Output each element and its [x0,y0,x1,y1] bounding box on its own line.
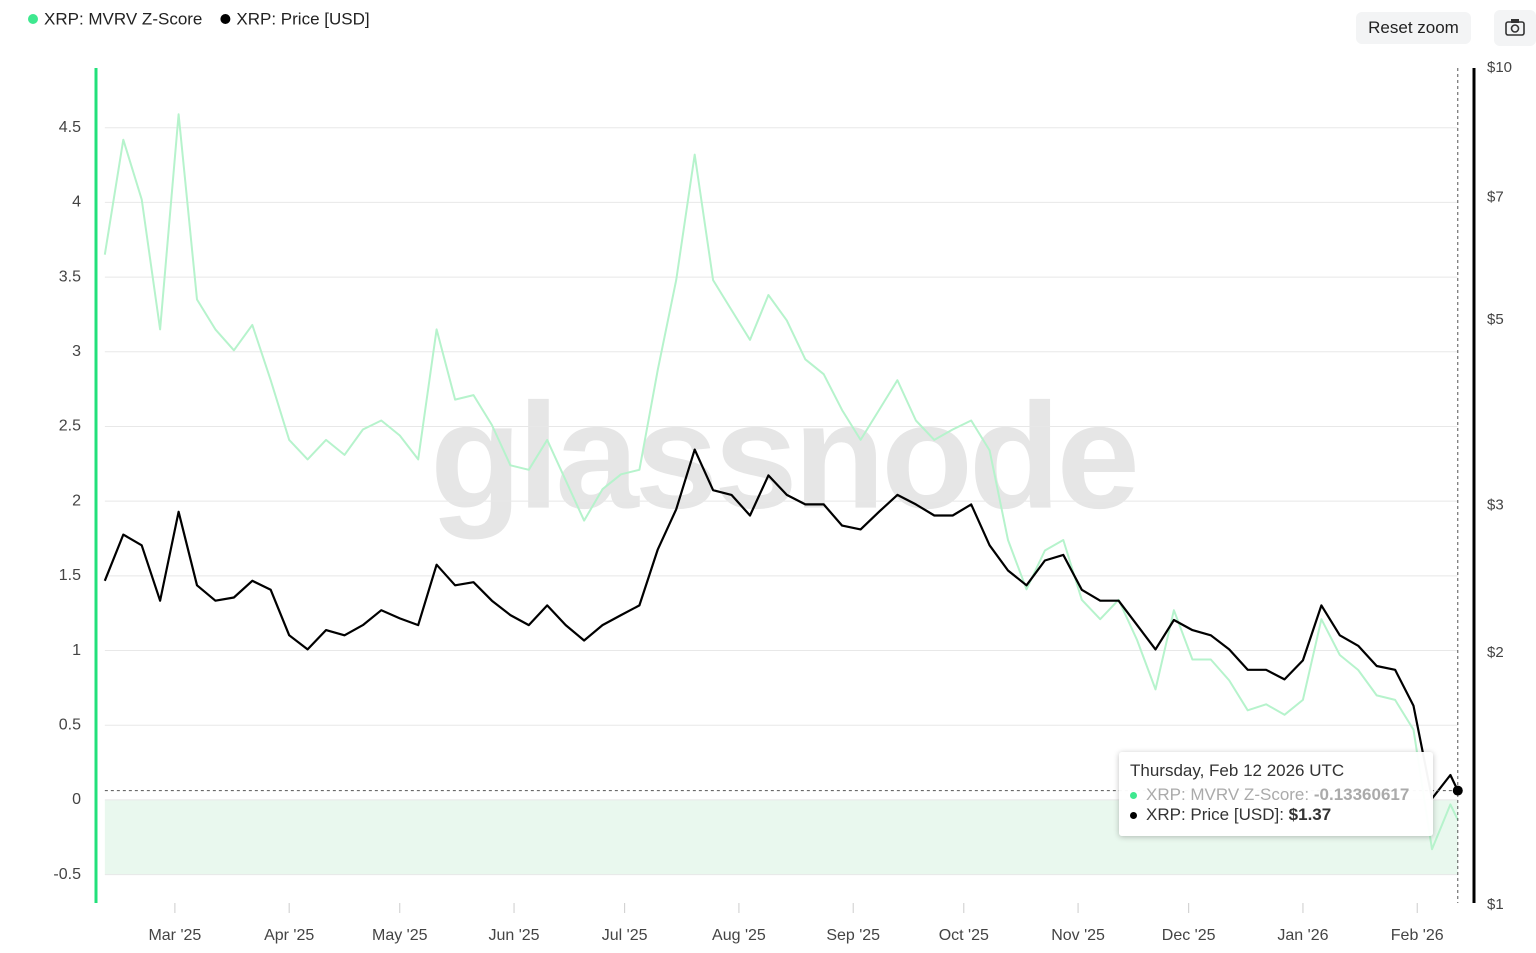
legend-marker [28,14,38,24]
x-tick-label: Aug '25 [712,927,766,944]
tooltip-row: XRP: Price [USD]: $1.37 [1130,805,1331,825]
x-tick-label: Dec '25 [1162,927,1216,944]
reset-zoom-button[interactable]: Reset zoom [1356,12,1471,44]
y2-tick-label: $3 [1487,497,1504,514]
x-tick-label: Mar '25 [148,927,201,944]
y2-tick-label: $10 [1487,59,1512,76]
legend-marker [220,14,231,24]
camera-icon [1505,19,1525,36]
tooltip: Thursday, Feb 12 2026 UTC XRP: MVRV Z-Sc… [1119,752,1433,836]
y2-tick-label: $1 [1487,896,1504,913]
x-tick-label: Jan '26 [1277,927,1328,944]
y-tick-label: -0.5 [53,866,81,883]
y-tick-label: 1.5 [59,567,81,584]
tooltip-value: -0.13360617 [1313,785,1410,804]
x-tick-label: Oct '25 [939,927,989,944]
tooltip-dot [1130,792,1137,800]
tooltip-label: XRP: Price [USD]: [1146,805,1284,824]
x-tick-label: Nov '25 [1051,927,1105,944]
y-tick-label: 0.5 [59,716,81,733]
x-tick-label: Apr '25 [264,927,314,944]
y2-tick-label: $5 [1487,311,1504,328]
tooltip-label: XRP: MVRV Z-Score: [1146,785,1310,804]
y2-tick-label: $2 [1487,644,1504,661]
watermark: glassnode [430,372,1136,540]
legend-label: XRP: Price [USD] [236,9,369,28]
series-line [103,448,1459,800]
hover-point [1452,785,1463,796]
x-tick-label: Sep '25 [826,927,880,944]
y-tick-label: 3.5 [59,268,81,285]
screenshot-button[interactable] [1494,10,1536,46]
tooltip-value: $1.37 [1288,805,1332,824]
tooltip-dot [1130,812,1137,820]
x-tick-label: Jul '25 [602,927,648,944]
y-tick-label: 2.5 [59,418,81,435]
tooltip-row: XRP: MVRV Z-Score: -0.13360617 [1130,785,1409,805]
series-line [103,113,1459,851]
legend-label: XRP: MVRV Z-Score [44,9,202,28]
x-tick-label: May '25 [372,927,428,944]
x-tick-label: Jun '25 [488,927,539,944]
y-tick-label: 2 [72,492,81,509]
y-tick-label: 4 [72,194,81,211]
y2-tick-label: $7 [1487,189,1504,206]
y-tick-label: 0 [72,791,81,808]
y-tick-label: 3 [72,343,81,360]
y-tick-label: 4.5 [59,119,81,136]
tooltip-date: Thursday, Feb 12 2026 UTC [1130,761,1345,780]
y-tick-label: 1 [72,642,81,659]
x-tick-label: Feb '26 [1391,927,1444,944]
